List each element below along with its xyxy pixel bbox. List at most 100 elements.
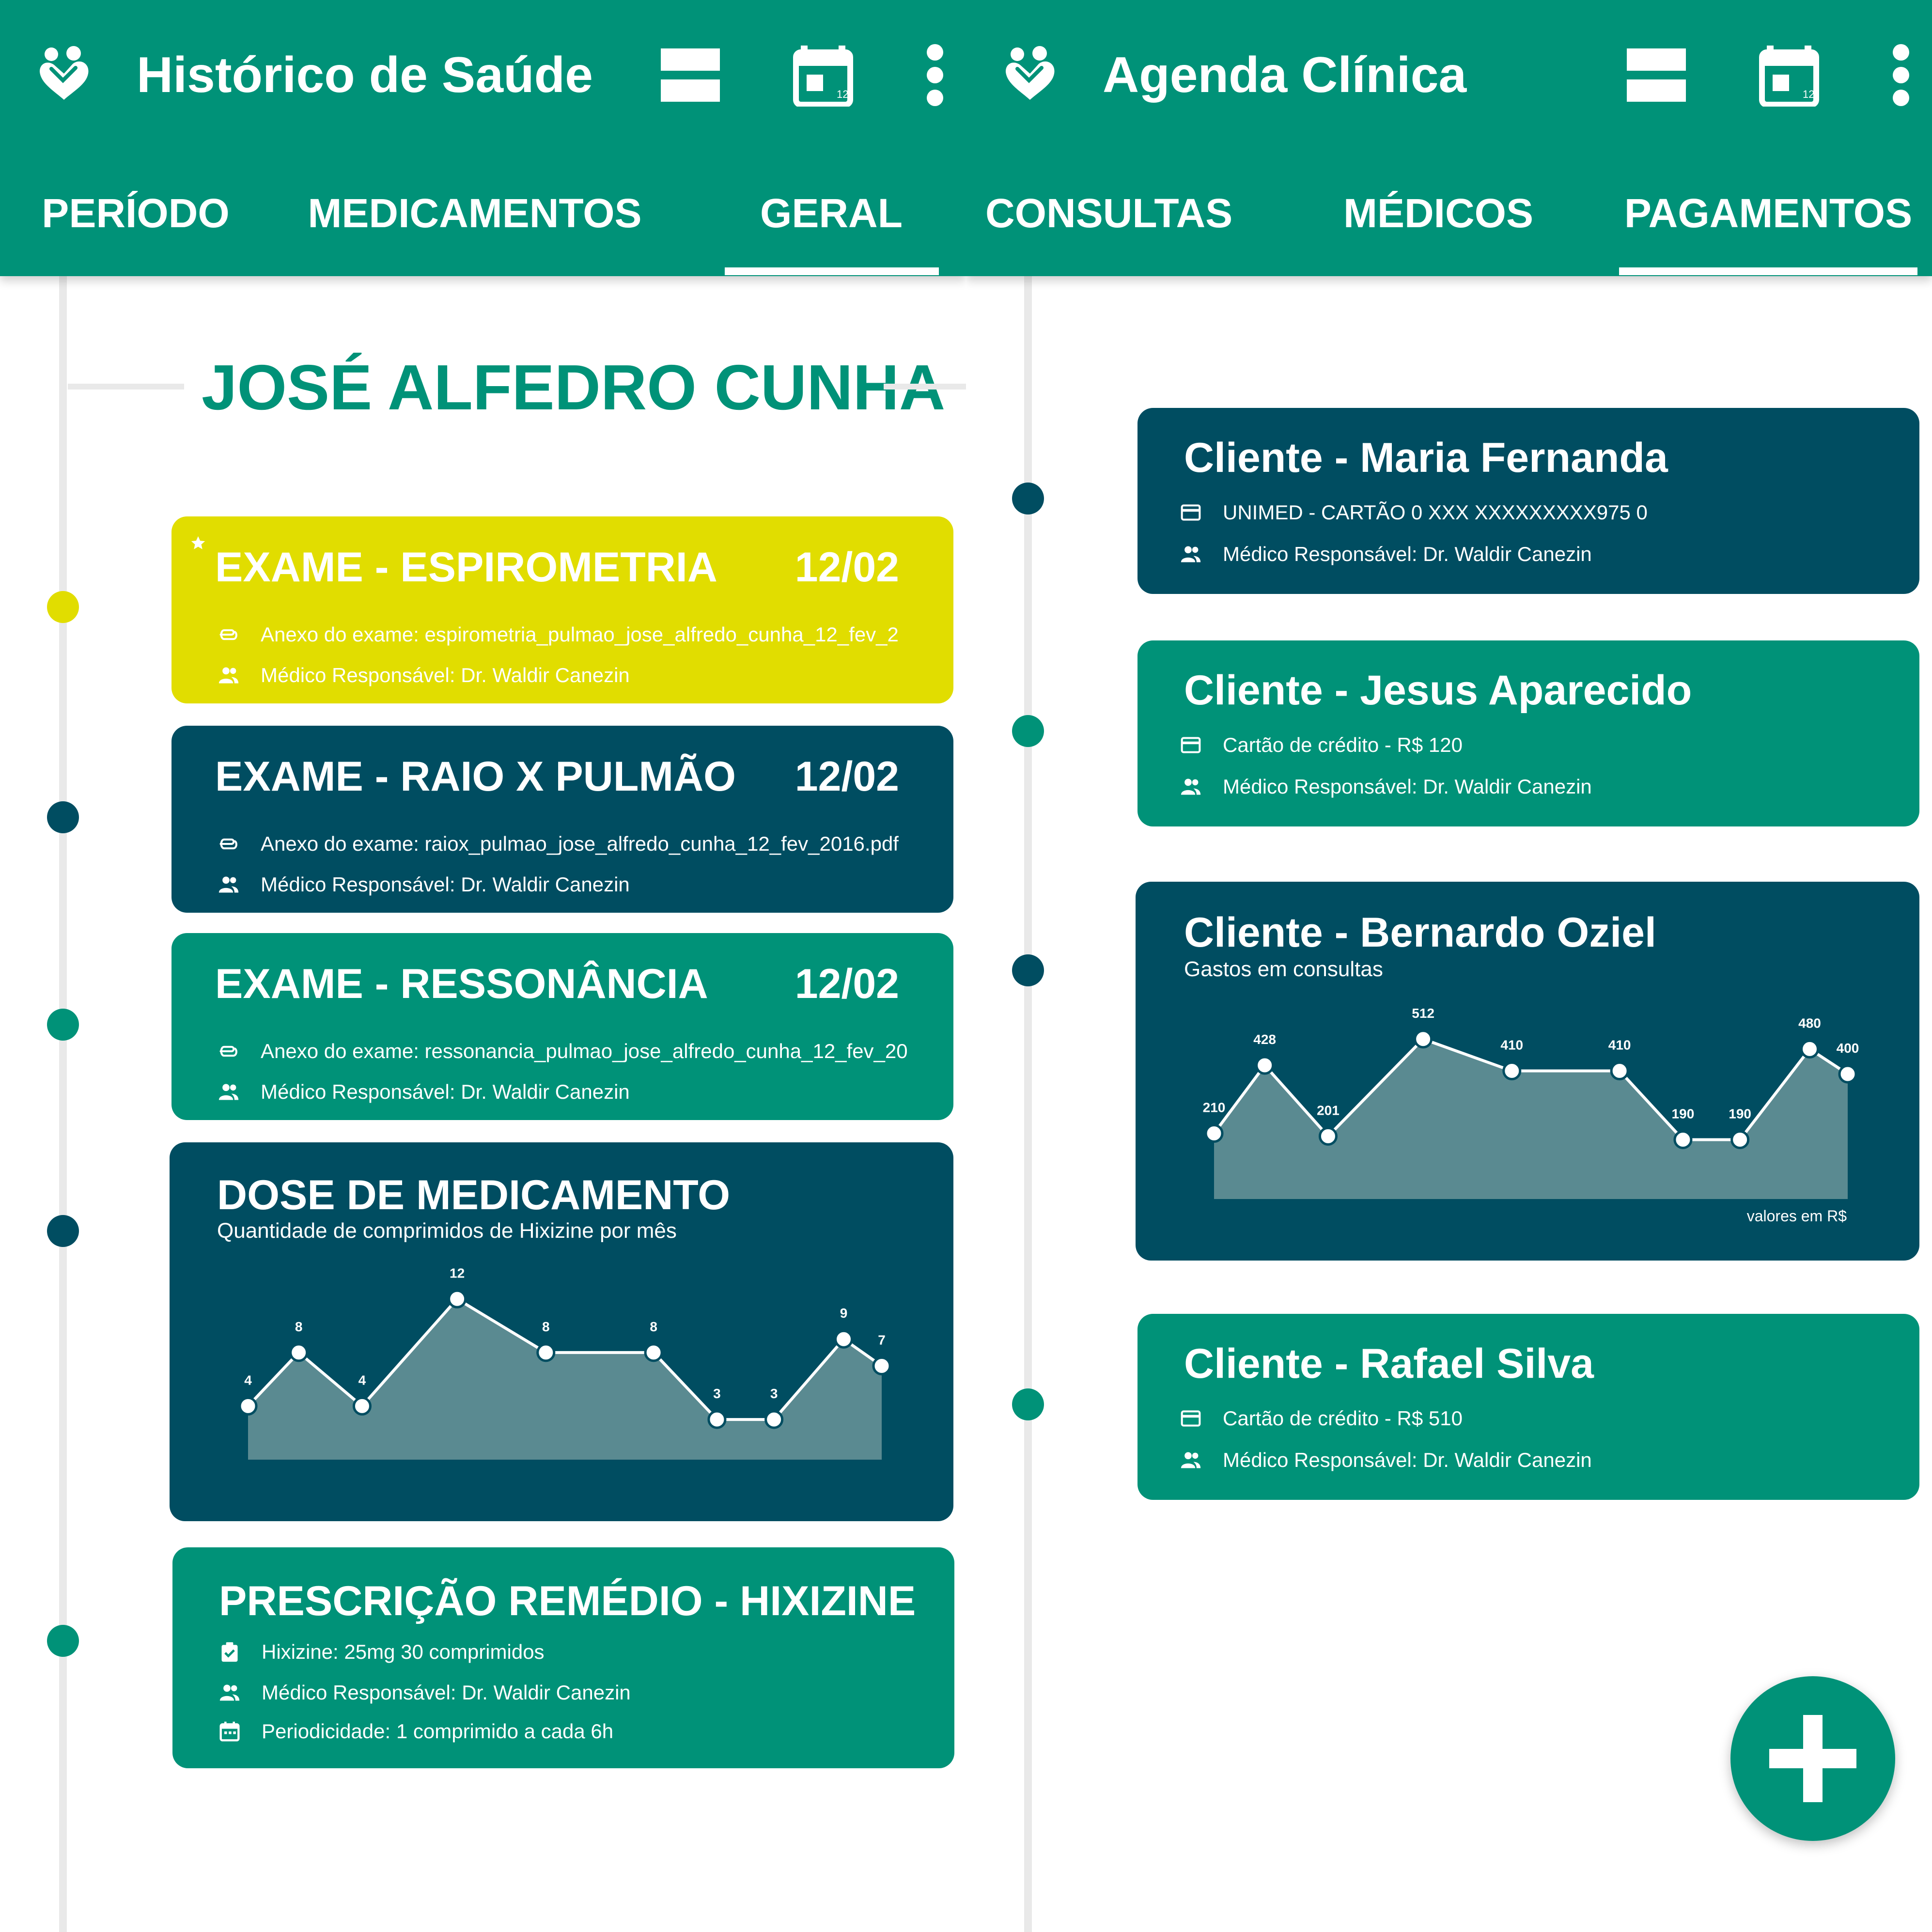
doctor-group-icon [1181, 546, 1201, 562]
app-bar: Agenda Clínica 12 CONSULTAS MÉDICOS PAGA… [966, 0, 1932, 276]
timeline-dot [47, 1215, 79, 1247]
card-title: PRESCRIÇÃO REMÉDIO - HIXIZINE [219, 1578, 916, 1624]
chart-data-label: 8 [295, 1319, 303, 1334]
tab-medicamentos[interactable]: MEDICAMENTOS [308, 190, 642, 236]
paperclip-icon [219, 1045, 237, 1057]
doctor-group-icon [218, 876, 239, 893]
chart-point [289, 1343, 309, 1362]
timeline-dot [1012, 715, 1044, 747]
chart-point [352, 1396, 372, 1416]
clipboard-check-icon [221, 1642, 238, 1662]
payment-text: Cartão de crédito - R$ 120 [1223, 733, 1463, 756]
tab-geral[interactable]: GERAL [760, 190, 903, 236]
doctor-group-icon [1181, 779, 1201, 795]
chart-data-label: 3 [770, 1386, 778, 1401]
chart-series-line [1213, 1037, 1849, 1141]
chart-point [1673, 1130, 1693, 1149]
chart-data-label: 4 [358, 1372, 366, 1387]
doctor-text: Médico Responsável: Dr. Waldir Canezin [261, 873, 630, 896]
client-card[interactable]: Cliente - Rafael Silva Cartão de crédito… [1137, 1314, 1919, 1500]
chart-point [238, 1396, 258, 1416]
doctor-group-icon [1181, 1452, 1201, 1468]
chart-point [1730, 1130, 1750, 1149]
active-tab-indicator [1619, 267, 1917, 275]
exam-card[interactable]: EXAME - ESPIROMETRIA 12/02 Anexo do exam… [171, 516, 953, 703]
chart-data-label: 480 [1798, 1015, 1821, 1030]
timeline-dot [47, 1625, 79, 1657]
heading-rule [68, 384, 184, 390]
chart-title: DOSE DE MEDICAMENTO [217, 1172, 731, 1218]
card-title: EXAME - RESSONÂNCIA [215, 961, 708, 1007]
chart-area-fill [1214, 1039, 1848, 1199]
payment-text: UNIMED - CARTÃO 0 XXX XXXXXXXXX975 0 [1223, 501, 1648, 524]
exam-card[interactable]: EXAME - RAIO X PULMÃO 12/02 Anexo do exa… [171, 726, 953, 913]
attachment-text: Anexo do exame: espirometria_pulmao_jose… [261, 623, 899, 646]
client-name: Cliente - Maria Fernanda [1184, 435, 1668, 481]
client-name: Cliente - Rafael Silva [1184, 1340, 1594, 1387]
chart-point [536, 1343, 556, 1362]
svg-text:12: 12 [1803, 88, 1814, 100]
doctor-text: Médico Responsável: Dr. Waldir Canezin [1223, 543, 1592, 565]
doctor-text: Médico Responsável: Dr. Waldir Canezin [261, 1080, 630, 1103]
tab-medicos[interactable]: MÉDICOS [1343, 190, 1534, 236]
more-vert-icon[interactable] [1886, 44, 1916, 107]
expenses-area-chart: 210 428 201 512 410 410 190 190 480 400 [1203, 1006, 1859, 1199]
chart-point [1318, 1126, 1338, 1146]
calendar-icon[interactable]: 12 [1758, 44, 1821, 108]
doctor-text: Médico Responsável: Dr. Waldir Canezin [1223, 775, 1592, 798]
dose-chart-card[interactable]: DOSE DE MEDICAMENTO Quantidade de compri… [170, 1142, 953, 1521]
add-fab-button[interactable] [1730, 1676, 1895, 1841]
active-tab-indicator [725, 267, 939, 275]
chart-data-label: 8 [542, 1319, 550, 1334]
view-stream-icon[interactable] [1625, 44, 1688, 107]
doctor-group-icon [219, 1684, 240, 1701]
chart-point [834, 1329, 854, 1349]
card-date: 12/02 [795, 961, 899, 1007]
heading-rule [884, 384, 966, 390]
heart-hands-logo-icon [1006, 46, 1055, 100]
client-chart-card[interactable]: Cliente - Bernardo Oziel Gastos em consu… [1136, 882, 1919, 1261]
tab-pagamentos[interactable]: PAGAMENTOS [1624, 190, 1913, 236]
chart-data-label: 210 [1203, 1100, 1226, 1115]
view-stream-icon[interactable] [659, 44, 722, 107]
chart-data-label: 7 [878, 1333, 886, 1348]
heart-hands-logo-icon [40, 46, 89, 100]
chart-point [1414, 1029, 1433, 1049]
exam-card[interactable]: EXAME - RESSONÂNCIA 12/02 Anexo do exame… [171, 933, 953, 1120]
chart-point [1838, 1064, 1857, 1084]
tab-consultas[interactable]: CONSULTAS [985, 190, 1233, 236]
chart-data-label: 12 [450, 1265, 465, 1280]
timeline-dot [1012, 1388, 1044, 1420]
card-date: 12/02 [795, 544, 899, 591]
chart-point [1610, 1061, 1629, 1081]
dose-area-chart: 4 8 4 12 8 8 3 3 9 7 [238, 1265, 891, 1460]
timeline-dot [47, 801, 79, 833]
more-vert-icon[interactable] [920, 44, 950, 107]
calendar-icon[interactable]: 12 [792, 44, 855, 108]
chart-point [707, 1410, 727, 1429]
paperclip-icon [219, 838, 237, 850]
chart-data-label: 4 [244, 1372, 252, 1387]
chart-data-label: 201 [1317, 1103, 1340, 1118]
client-name: Cliente - Bernardo Oziel [1184, 909, 1656, 956]
payment-text: Cartão de crédito - R$ 510 [1223, 1407, 1463, 1430]
tab-periodo[interactable]: PERÍODO [42, 190, 230, 236]
chart-point [1800, 1039, 1820, 1059]
doctor-group-icon [218, 667, 239, 684]
chart-data-label: 8 [650, 1319, 657, 1334]
prescription-card[interactable]: PRESCRIÇÃO REMÉDIO - HIXIZINE Hixizine: … [172, 1547, 954, 1768]
client-card[interactable]: Cliente - Maria Fernanda UNIMED - CARTÃO… [1137, 408, 1919, 594]
chart-data-label: 512 [1412, 1006, 1434, 1021]
client-card[interactable]: Cliente - Jesus Aparecido Cartão de créd… [1137, 640, 1919, 826]
patient-name: JOSÉ ALFEDRO CUNHA [202, 352, 946, 423]
app-bar: Histórico de Saúde 12 PERÍODO MEDICAMENT… [0, 0, 966, 276]
chart-subtitle: Quantidade de comprimidos de Hixizine po… [217, 1219, 677, 1243]
historico-panel: Histórico de Saúde 12 PERÍODO MEDICAMENT… [0, 0, 966, 1932]
agenda-panel: Agenda Clínica 12 CONSULTAS MÉDICOS PAGA… [966, 0, 1932, 1932]
credit-card-icon [1181, 737, 1201, 753]
card-title: EXAME - RAIO X PULMÃO [215, 753, 736, 800]
chart-data-label: 190 [1729, 1106, 1751, 1121]
chart-point [764, 1410, 784, 1429]
doctor-text: Médico Responsável: Dr. Waldir Canezin [1223, 1449, 1592, 1471]
chart-data-label: 410 [1500, 1038, 1523, 1053]
